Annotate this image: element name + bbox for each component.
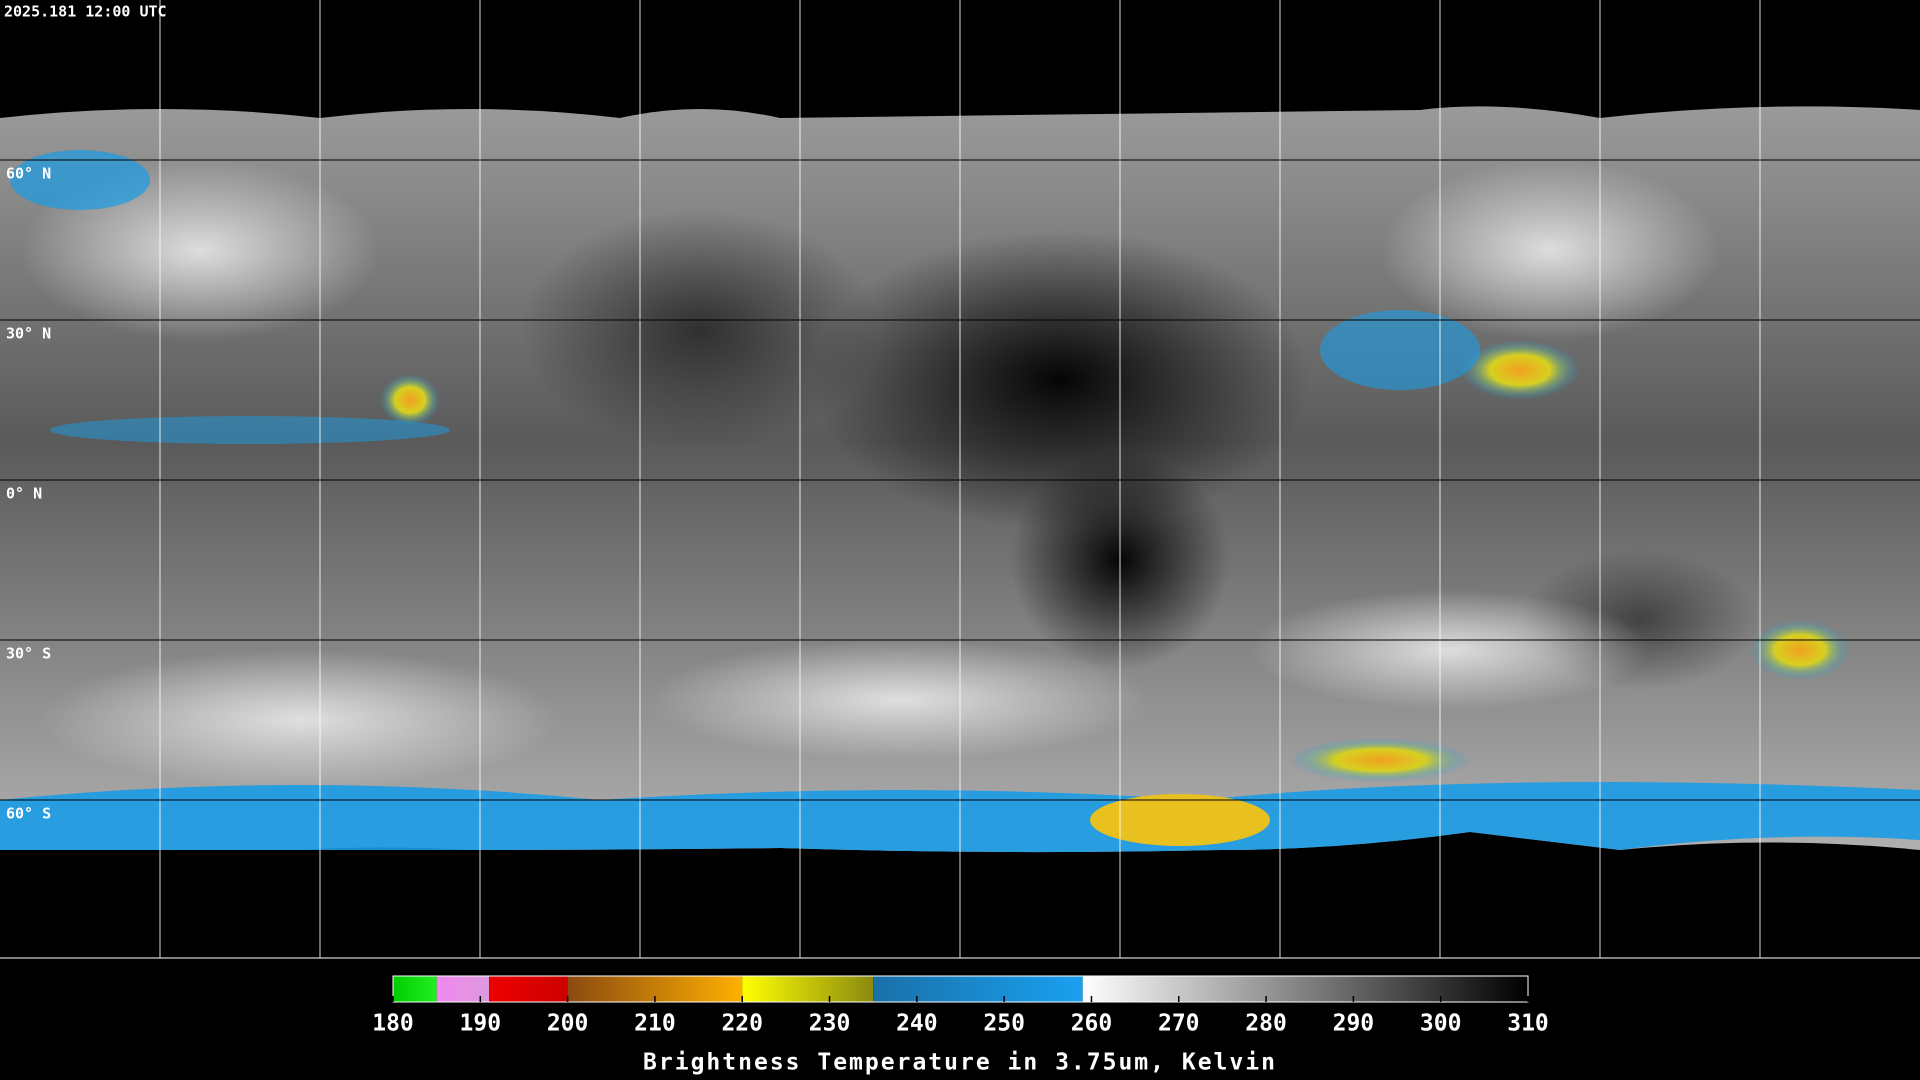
latitude-label: 0° N bbox=[6, 485, 42, 503]
colorbar-tick-label: 290 bbox=[1333, 1011, 1375, 1037]
colorbar-segment bbox=[436, 976, 490, 1002]
timestamp: 2025.181 12:00 UTC bbox=[4, 3, 167, 21]
colorbar-segment bbox=[1082, 976, 1528, 1002]
colorbar-tick-label: 230 bbox=[809, 1011, 851, 1037]
colorbar-tick-label: 250 bbox=[983, 1011, 1025, 1037]
colorbar-tick-label: 260 bbox=[1071, 1011, 1113, 1037]
colorbar-tick-label: 180 bbox=[372, 1011, 414, 1037]
colorbar-tick-label: 190 bbox=[460, 1011, 502, 1037]
colorbar-segment bbox=[873, 976, 1083, 1002]
colorbar-tick-label: 310 bbox=[1507, 1011, 1549, 1037]
colorbar-segment bbox=[489, 976, 568, 1002]
colorbar-segment bbox=[742, 976, 874, 1002]
colorbar-tick-label: 220 bbox=[721, 1011, 763, 1037]
colorbar-tick-label: 200 bbox=[547, 1011, 589, 1037]
latitude-label: 30° N bbox=[6, 325, 51, 343]
latitude-label: 60° N bbox=[6, 165, 51, 183]
colorbar-tick-label: 280 bbox=[1245, 1011, 1287, 1037]
graticule: 60° N 30° N 0° N 30° S 60° S bbox=[0, 0, 1920, 959]
colorbar-tick-label: 210 bbox=[634, 1011, 676, 1037]
colorbar-tick-label: 240 bbox=[896, 1011, 938, 1037]
latitude-label: 60° S bbox=[6, 805, 51, 823]
colorbar-segment bbox=[393, 976, 437, 1002]
colorbar-label: Brightness Temperature in 3.75um, Kelvin bbox=[643, 1050, 1277, 1076]
colorbar-frame bbox=[392, 975, 1529, 1003]
colorbar-tick-label: 270 bbox=[1158, 1011, 1200, 1037]
colorbar-tick-label: 300 bbox=[1420, 1011, 1462, 1037]
colorbar: 180 190 200 210 220 230 240 250 260 270 280 290 300 3… bbox=[372, 975, 1549, 1037]
latitude-label: 30° S bbox=[6, 645, 51, 663]
